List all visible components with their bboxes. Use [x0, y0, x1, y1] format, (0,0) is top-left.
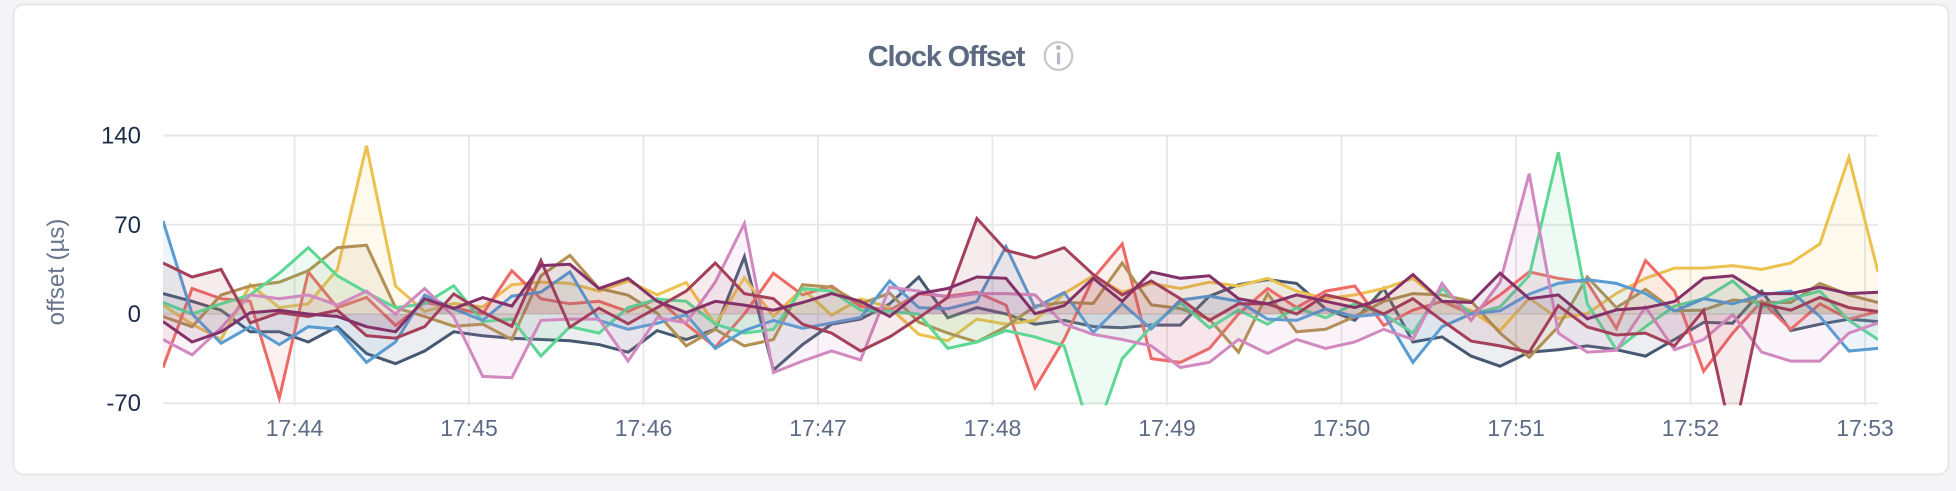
- svg-text:17:46: 17:46: [615, 415, 673, 441]
- svg-text:70: 70: [114, 212, 141, 239]
- svg-text:17:49: 17:49: [1138, 415, 1196, 441]
- svg-text:17:52: 17:52: [1662, 415, 1720, 441]
- svg-text:Clock Offset: Clock Offset: [868, 41, 1026, 73]
- svg-text:0: 0: [128, 301, 141, 328]
- svg-text:17:44: 17:44: [266, 415, 324, 441]
- svg-text:17:45: 17:45: [440, 415, 498, 441]
- svg-text:17:47: 17:47: [789, 415, 847, 441]
- svg-text:17:53: 17:53: [1836, 415, 1894, 441]
- svg-text:offset (µs): offset (µs): [43, 219, 70, 326]
- svg-text:140: 140: [101, 123, 141, 150]
- svg-text:17:50: 17:50: [1313, 415, 1371, 441]
- svg-text:17:48: 17:48: [964, 415, 1022, 441]
- svg-text:17:51: 17:51: [1487, 415, 1545, 441]
- svg-text:-70: -70: [106, 390, 141, 417]
